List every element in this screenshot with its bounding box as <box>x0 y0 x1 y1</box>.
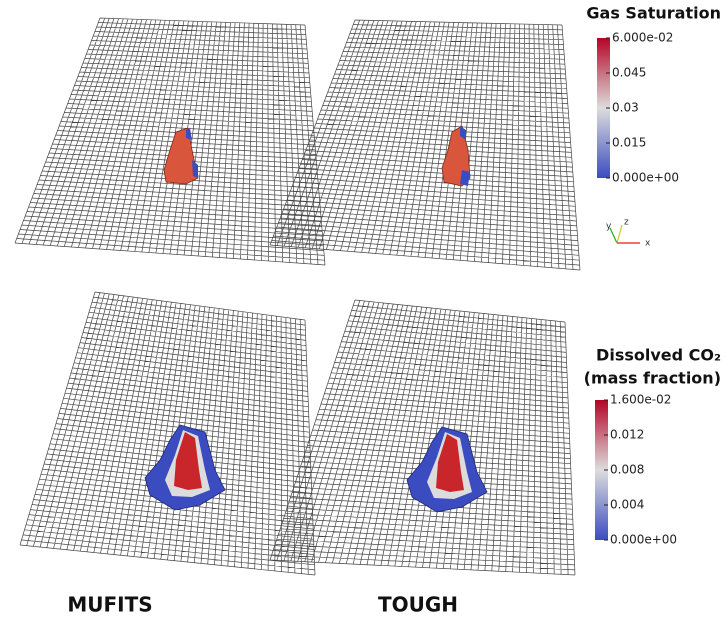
mesh <box>270 20 580 270</box>
page: MUFITS TOUGH Gas Saturation 6.000e-02 0.04… <box>0 0 726 620</box>
colorbar-tick-label: 0.000e+00 <box>612 171 679 185</box>
colorbar-tick-label: 1.600e-02 <box>610 393 671 407</box>
triad-label: z <box>624 218 629 228</box>
colorbar-tick-label: 0.045 <box>612 66 646 80</box>
mesh <box>15 18 325 265</box>
triad-label: x <box>645 239 651 249</box>
panel-label: MUFITS <box>67 593 152 617</box>
colorbar-tick-label: 0.015 <box>612 136 646 150</box>
triad-label: y <box>606 222 612 232</box>
colorbar-tick-label: 0.000e+00 <box>610 533 677 547</box>
colorbar-tick-label: 0.008 <box>610 463 644 477</box>
figure: MUFITS TOUGH Gas Saturation 6.000e-02 0.04… <box>0 0 726 620</box>
colorbar-tick-label: 0.03 <box>612 101 639 115</box>
triad-axis <box>617 225 622 243</box>
colorbar-title: Gas Saturation <box>586 4 721 23</box>
colorbar-tick-label: 0.012 <box>610 428 644 442</box>
panel-label: TOUGH <box>378 593 458 617</box>
mesh <box>20 292 315 575</box>
colorbar-title: (mass fraction) <box>584 369 721 388</box>
colorbar-tick-label: 6.000e-02 <box>612 31 673 45</box>
colorbar-title: Dissolved CO₂ <box>596 346 721 365</box>
mesh <box>270 300 575 575</box>
colorbar-tick-label: 0.004 <box>610 498 644 512</box>
